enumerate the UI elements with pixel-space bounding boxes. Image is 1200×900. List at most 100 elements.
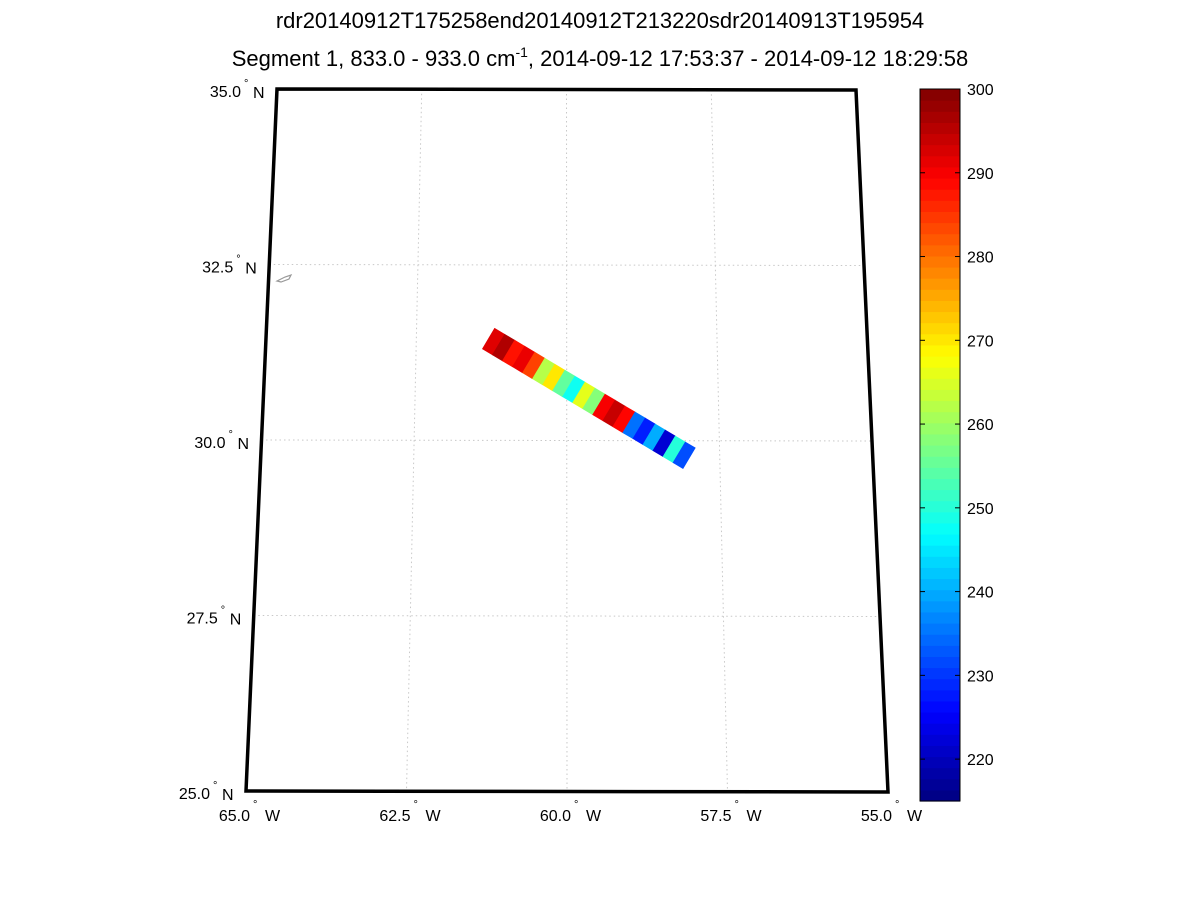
- lat-tick-label: 32.5: [202, 260, 233, 277]
- colorbar-step: [920, 367, 960, 379]
- colorbar-step: [920, 567, 960, 580]
- lon-tick-label: 57.5: [700, 808, 731, 825]
- lat-tick-label: 30.0: [194, 435, 225, 452]
- meridian-line: [566, 89, 568, 792]
- colorbar-step: [920, 344, 960, 357]
- colorbar-step: [920, 267, 960, 279]
- colorbar-step: [920, 745, 960, 758]
- lon-degree-symbol: °: [414, 799, 418, 811]
- lat-hemisphere: N: [253, 85, 265, 102]
- lon-hemisphere: W: [747, 808, 763, 825]
- colorbar-step: [920, 589, 960, 602]
- colorbar-step: [920, 422, 960, 435]
- lon-degree-symbol: °: [895, 799, 899, 811]
- colorbar-tick-label: 270: [967, 333, 994, 350]
- colorbar: 220 230 240 250 260 270 280 290 300: [919, 82, 994, 802]
- colorbar-step: [920, 645, 960, 657]
- colorbar-step: [920, 734, 960, 746]
- lon-degree-symbol: °: [253, 799, 257, 811]
- colorbar-tick-label: 240: [967, 585, 994, 602]
- colorbar-step: [920, 278, 960, 290]
- lat-degree-symbol: °: [213, 780, 217, 792]
- colorbar-tick-label: 230: [967, 668, 994, 685]
- lat-hemisphere: N: [245, 261, 257, 278]
- colorbar-step: [920, 522, 960, 535]
- colorbar-step: [920, 255, 960, 268]
- colorbar-step: [920, 211, 960, 224]
- meridian-line: [710, 89, 728, 792]
- colorbar-tick-label: 290: [967, 166, 994, 183]
- lon-tick-label: 62.5: [379, 808, 410, 825]
- colorbar-step: [920, 200, 960, 212]
- map-frame: [244, 87, 890, 794]
- lat-degree-symbol: °: [229, 429, 233, 441]
- colorbar-tick-label: 250: [967, 501, 994, 518]
- subtitle-prefix: Segment 1, 833.0 - 933.0 cm: [231, 46, 516, 71]
- colorbar-step: [920, 534, 960, 546]
- lat-tick-label: 35.0: [210, 84, 241, 101]
- colorbar-step: [920, 623, 960, 635]
- lon-degree-symbol: °: [574, 799, 578, 811]
- parallel-line: [261, 439, 873, 442]
- meridian-line: [406, 89, 423, 792]
- colorbar-step: [920, 166, 960, 179]
- lat-tick-label: 25.0: [179, 786, 210, 803]
- colorbar-step: [920, 467, 960, 479]
- lon-tick-label: 65.0: [219, 808, 250, 825]
- parallel-line: [253, 615, 881, 617]
- colorbar-step: [920, 222, 960, 235]
- lon-hemisphere: W: [907, 808, 923, 825]
- swath: [481, 327, 696, 470]
- colorbar-step: [920, 411, 960, 424]
- colorbar-step: [920, 611, 960, 624]
- colorbar-step: [920, 689, 960, 702]
- colorbar-step: [920, 489, 960, 502]
- colorbar-step: [920, 445, 960, 457]
- colorbar-tick-label: 280: [967, 250, 994, 267]
- colorbar-step: [920, 300, 960, 313]
- lon-hemisphere: W: [586, 808, 602, 825]
- colorbar-step: [920, 600, 960, 613]
- colorbar-step: [920, 389, 960, 402]
- longitude-labels: 65.0°W 62.5°W 60.0°W 57.5°W 55.0°W: [219, 799, 923, 825]
- lat-degree-symbol: °: [236, 254, 240, 266]
- colorbar-step: [920, 400, 960, 413]
- colorbar-step: [920, 723, 960, 735]
- colorbar-step: [920, 111, 960, 123]
- colorbar-step: [920, 511, 960, 524]
- latitude-labels: 35.0 °N32.5 °N30.0 °N27.5 °N25.0 °N: [179, 78, 265, 804]
- colorbar-step: [920, 322, 960, 335]
- lon-tick-label: 60.0: [540, 808, 571, 825]
- lon-hemisphere: W: [265, 808, 281, 825]
- lat-degree-symbol: °: [221, 605, 225, 617]
- colorbar-step: [920, 333, 960, 346]
- colorbar-step: [920, 656, 960, 669]
- colorbar-step: [920, 456, 960, 468]
- colorbar-step: [920, 89, 960, 101]
- colorbar-step: [920, 189, 960, 201]
- colorbar-step: [920, 634, 960, 646]
- plot-subtitle: Segment 1, 833.0 - 933.0 cm-1, 2014-09-1…: [0, 44, 1200, 72]
- parallel-line: [269, 264, 865, 266]
- colorbar-tick-label: 300: [967, 82, 994, 99]
- lon-degree-symbol: °: [735, 799, 739, 811]
- graticule: [253, 89, 881, 792]
- lon-hemisphere: W: [426, 808, 442, 825]
- colorbar-tick-label: 260: [967, 417, 994, 434]
- colorbar-step: [920, 756, 960, 769]
- plot-title: rdr20140912T175258end20140912T213220sdr2…: [275, 8, 925, 33]
- colorbar-step: [920, 667, 960, 680]
- colorbar-step: [920, 133, 960, 146]
- colorbar-step: [920, 556, 960, 568]
- colorbar-step: [920, 122, 960, 135]
- colorbar-step: [920, 178, 960, 190]
- colorbar-border: [919, 88, 961, 802]
- colorbar-step: [920, 478, 960, 491]
- lat-hemisphere: N: [238, 436, 250, 453]
- colorbar-step: [920, 678, 960, 691]
- lat-degree-symbol: °: [244, 78, 248, 90]
- lat-hemisphere: N: [230, 612, 242, 629]
- bermuda-island: [275, 273, 293, 283]
- subtitle-superscript: -1: [515, 44, 528, 60]
